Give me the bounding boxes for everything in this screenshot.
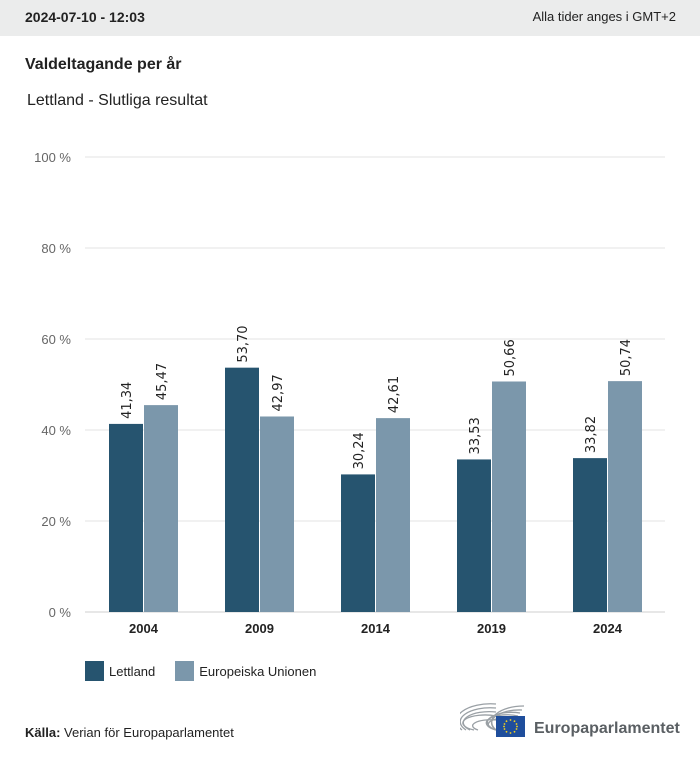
chart-title: Valdeltagande per år — [25, 56, 182, 73]
data-label: 30,24 — [352, 432, 367, 469]
data-label: 33,53 — [468, 417, 483, 454]
data-label: 45,47 — [155, 363, 170, 400]
legend-item-eu: Europeiska Unionen — [175, 661, 316, 681]
data-label: 33,82 — [584, 416, 599, 453]
y-tick-label: 100 % — [34, 150, 71, 165]
bar-lettland-2014 — [341, 474, 375, 612]
x-tick-label: 2004 — [129, 621, 159, 636]
data-label: 53,70 — [236, 325, 251, 362]
x-tick-label: 2024 — [593, 621, 623, 636]
legend-label-eu: Europeiska Unionen — [199, 663, 317, 679]
top-bar: 2024-07-10 - 12:03 Alla tider anges i GM… — [0, 0, 700, 36]
legend: Lettland Europeiska Unionen — [85, 661, 336, 681]
bar-eu-2009 — [260, 416, 294, 612]
legend-item-lettland: Lettland — [85, 661, 155, 681]
source-label: Källa: — [25, 725, 61, 740]
x-tick-label: 2019 — [477, 621, 506, 636]
y-tick-label: 80 % — [41, 241, 71, 256]
y-tick-label: 40 % — [41, 423, 71, 438]
source-text: Verian för Europaparlamentet — [64, 725, 234, 740]
timezone-note: Alla tider anges i GMT+2 — [532, 9, 676, 24]
legend-swatch-eu — [175, 661, 195, 681]
y-tick-label: 60 % — [41, 332, 71, 347]
bar-lettland-2019 — [457, 459, 491, 612]
bar-lettland-2009 — [225, 367, 259, 612]
data-label: 50,66 — [503, 339, 518, 376]
data-label: 41,34 — [120, 382, 135, 419]
bar-eu-2019 — [492, 381, 526, 612]
y-tick-label: 0 % — [49, 605, 72, 620]
legend-swatch-lettland — [85, 661, 104, 681]
logo-text: Europaparlamentet — [534, 720, 680, 737]
bar-eu-2024 — [608, 381, 642, 612]
x-tick-label: 2009 — [245, 621, 274, 636]
timestamp: 2024-07-10 - 12:03 — [25, 9, 145, 25]
bar-lettland-2024 — [573, 458, 607, 612]
bar-lettland-2004 — [109, 423, 143, 612]
bar-chart: 0 % 20 % 40 % 60 % 80 % 100 % 41,34 45,47 2004 53… — [34, 150, 665, 636]
data-label: 42,61 — [387, 376, 402, 413]
chart-subtitle: Lettland - Slutliga resultat — [27, 92, 208, 109]
y-tick-label: 20 % — [41, 514, 71, 529]
x-tick-label: 2014 — [361, 621, 391, 636]
bar-eu-2004 — [144, 405, 178, 612]
european-parliament-logo-icon — [460, 703, 525, 737]
source-note: Källa: Verian för Europaparlamentet — [25, 725, 234, 740]
data-label: 50,74 — [619, 339, 634, 376]
legend-label-lettland: Lettland — [109, 663, 156, 679]
bar-eu-2014 — [376, 418, 410, 612]
data-label: 42,97 — [271, 374, 286, 411]
